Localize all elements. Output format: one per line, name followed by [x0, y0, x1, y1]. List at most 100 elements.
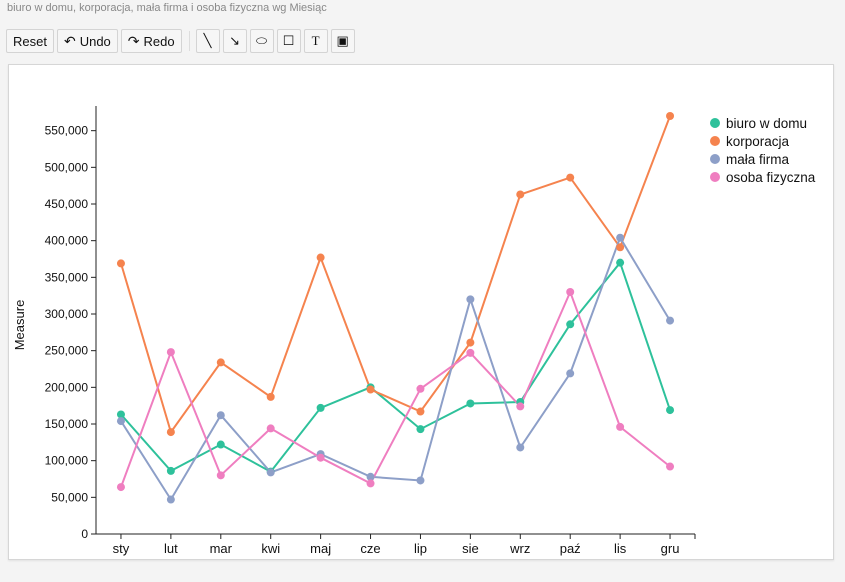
undo-label: Undo: [79, 33, 111, 49]
data-point-biuro-w-domu[interactable]: [316, 403, 325, 412]
image-tool-icon: ▣: [336, 33, 349, 48]
data-point-korporacja[interactable]: [666, 112, 675, 120]
data-point-mała-firma[interactable]: [466, 295, 475, 304]
data-point-korporacja[interactable]: [516, 190, 525, 199]
data-point-mała-firma[interactable]: [266, 468, 275, 477]
y-axis: 0 50,000 100,000 150,000 200,000 250,000 300,0…: [45, 106, 97, 541]
x-tick-label: kwi: [261, 541, 280, 556]
data-point-korporacja[interactable]: [616, 243, 625, 252]
data-point-mała-firma[interactable]: [616, 233, 625, 242]
legend-label: korporacja: [726, 134, 790, 149]
y-tick-label: 150,000: [45, 417, 89, 431]
data-point-biuro-w-domu[interactable]: [566, 320, 575, 329]
data-point-biuro-w-domu[interactable]: [166, 466, 175, 475]
data-point-mała-firma[interactable]: [416, 476, 425, 485]
data-point-korporacja[interactable]: [366, 385, 375, 394]
legend-marker: [710, 172, 720, 182]
data-point-korporacja[interactable]: [416, 407, 425, 416]
data-point-osoba-fizyczna[interactable]: [466, 348, 475, 357]
ellipse-tool-button[interactable]: ⬭: [249, 29, 274, 53]
toolbar-separator: [188, 31, 190, 51]
x-tick-label: lip: [414, 541, 427, 556]
x-tick-label: cze: [360, 541, 380, 556]
data-point-osoba-fizyczna[interactable]: [266, 424, 275, 433]
legend-marker: [710, 136, 720, 146]
data-point-biuro-w-domu[interactable]: [116, 410, 125, 419]
series-line-korporacja: [120, 115, 671, 435]
data-point-korporacja[interactable]: [216, 358, 225, 367]
x-tick-label: maj: [310, 541, 331, 556]
line-tool-button[interactable]: ╲: [195, 29, 220, 53]
redo-button[interactable]: ↷ Redo: [120, 29, 182, 53]
data-point-osoba-fizyczna[interactable]: [516, 402, 525, 411]
data-point-osoba-fizyczna[interactable]: [566, 288, 575, 296]
data-point-osoba-fizyczna[interactable]: [416, 384, 425, 393]
data-point-mała-firma[interactable]: [216, 411, 225, 420]
data-point-mała-firma[interactable]: [366, 472, 375, 481]
data-point-korporacja[interactable]: [266, 392, 275, 401]
y-tick-label: 450,000: [45, 197, 89, 211]
x-tick-label: paź: [560, 541, 581, 556]
series-line-osoba-fizyczna: [120, 289, 671, 488]
rectangle-tool-icon: ☐: [282, 33, 295, 48]
y-tick-label: 350,000: [45, 270, 89, 284]
data-point-osoba-fizyczna[interactable]: [366, 479, 375, 488]
y-tick-label: 300,000: [45, 307, 89, 321]
data-point-biuro-w-domu[interactable]: [666, 406, 675, 415]
line-chart[interactable]: 0 50,000 100,000 150,000 200,000 250,000 300,0…: [9, 65, 833, 559]
text-tool-icon: T: [311, 33, 320, 48]
data-point-biuro-w-domu[interactable]: [416, 425, 425, 434]
legend-label: mała firma: [726, 152, 790, 167]
data-point-mała-firma[interactable]: [566, 369, 575, 378]
data-point-mała-firma[interactable]: [116, 417, 125, 426]
data-point-biuro-w-domu[interactable]: [466, 399, 475, 408]
toolbar: Reset ↶ Undo ↷ Redo ╲ ↘ ⬭ ☐ T ▣: [6, 28, 358, 54]
data-point-korporacja[interactable]: [566, 173, 575, 182]
data-point-korporacja[interactable]: [316, 253, 325, 262]
series-line-mała-firma: [120, 235, 671, 502]
reset-button[interactable]: Reset: [6, 29, 54, 53]
x-axis: sty lut mar kwi maj cze lip sie wrz paź lis gru: [96, 533, 696, 556]
data-point-korporacja[interactable]: [166, 428, 175, 437]
data-point-osoba-fizyczna[interactable]: [216, 471, 225, 480]
x-tick-label: sie: [462, 541, 479, 556]
x-tick-label: wrz: [509, 541, 530, 556]
y-tick-label: 250,000: [45, 344, 89, 358]
line-tool-icon: ╲: [203, 33, 212, 48]
y-tick-label: 500,000: [45, 160, 89, 174]
data-point-osoba-fizyczna[interactable]: [666, 462, 675, 471]
data-point-mała-firma[interactable]: [666, 316, 675, 325]
legend-marker: [710, 154, 720, 164]
data-point-biuro-w-domu[interactable]: [216, 440, 225, 449]
redo-label: Redo: [143, 33, 175, 49]
x-tick-label: gru: [661, 541, 680, 556]
x-tick-label: lis: [614, 541, 627, 556]
undo-button[interactable]: ↶ Undo: [56, 29, 118, 53]
y-tick-label: 100,000: [45, 454, 89, 468]
x-tick-label: mar: [210, 541, 233, 556]
chart-panel: 0 50,000 100,000 150,000 200,000 250,000 300,0…: [8, 64, 834, 560]
ellipse-tool-icon: ⬭: [256, 33, 268, 48]
image-tool-button[interactable]: ▣: [330, 29, 355, 53]
legend: biuro w domu korporacja mała firma osoba fi…: [710, 116, 816, 185]
data-point-osoba-fizyczna[interactable]: [166, 348, 175, 357]
data-point-korporacja[interactable]: [116, 259, 125, 268]
series-lines: [120, 115, 671, 502]
data-point-biuro-w-domu[interactable]: [616, 258, 625, 267]
data-point-mała-firma[interactable]: [516, 443, 525, 452]
page-title: biuro w domu, korporacja, mała firma i o…: [7, 2, 327, 14]
arrow-tool-icon: ↘: [229, 33, 241, 48]
data-point-osoba-fizyczna[interactable]: [116, 483, 125, 492]
data-point-korporacja[interactable]: [466, 338, 475, 347]
series-points: [116, 112, 675, 504]
y-tick-label: 400,000: [45, 234, 89, 248]
data-point-osoba-fizyczna[interactable]: [316, 453, 325, 462]
y-tick-label: 550,000: [45, 124, 89, 138]
text-tool-button[interactable]: T: [303, 29, 328, 53]
rectangle-tool-button[interactable]: ☐: [276, 29, 301, 53]
y-tick-label: 0: [81, 527, 88, 541]
data-point-mała-firma[interactable]: [166, 495, 175, 504]
data-point-osoba-fizyczna[interactable]: [616, 422, 625, 431]
undo-icon: ↶: [63, 32, 76, 49]
arrow-tool-button[interactable]: ↘: [222, 29, 247, 53]
